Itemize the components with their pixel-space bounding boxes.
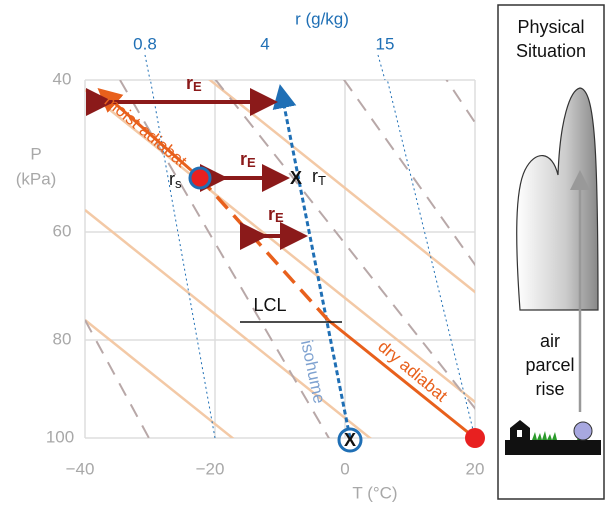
mix-label: 15 — [376, 34, 395, 53]
y-tick: 100 — [46, 427, 74, 446]
panel-caption: air — [540, 331, 560, 351]
x-tick: 0 — [340, 459, 349, 478]
isohume-label: isohume — [297, 338, 329, 405]
panel-title: Situation — [516, 41, 586, 61]
x-label: T (°C) — [352, 483, 397, 502]
panel-caption: rise — [535, 379, 564, 399]
y-tick: 40 — [53, 69, 72, 88]
x-tick: 20 — [466, 459, 485, 478]
rs-label: rs — [169, 169, 182, 192]
re-arrows — [86, 88, 308, 250]
x-tick: −20 — [196, 459, 225, 478]
panel: Physical Situation air parcel rise — [497, 4, 605, 500]
x-tick: −40 — [66, 459, 95, 478]
y-tick: 60 — [53, 221, 72, 240]
re-label: rE — [268, 204, 284, 226]
panel-caption: parcel — [525, 355, 574, 375]
mix-title: r (g/kg) — [295, 9, 349, 28]
mix-label: 4 — [260, 34, 269, 53]
dry-label: dry adiabat — [374, 337, 451, 406]
mix-line — [377, 54, 386, 81]
x-mark: X — [344, 430, 356, 450]
grid — [84, 79, 476, 439]
dewpoint-ring — [337, 427, 363, 453]
dry-adiabat-path — [327, 318, 476, 440]
mix-line — [144, 54, 151, 81]
isohume-line — [272, 84, 352, 439]
re-label: rE — [240, 149, 256, 171]
y-label: P — [30, 144, 41, 163]
rt-label: rT — [312, 166, 326, 189]
y-tick: 80 — [53, 329, 72, 348]
start-point — [465, 428, 485, 448]
re-label: rE — [186, 73, 202, 95]
moist-path — [198, 176, 330, 322]
y-label: (kPa) — [16, 169, 57, 188]
panel-title: Physical — [517, 17, 584, 37]
mix-label: 0.8 — [133, 34, 157, 53]
x-mark: X — [290, 168, 302, 188]
lcl-label: LCL — [253, 295, 286, 315]
saturated-point — [188, 166, 212, 190]
